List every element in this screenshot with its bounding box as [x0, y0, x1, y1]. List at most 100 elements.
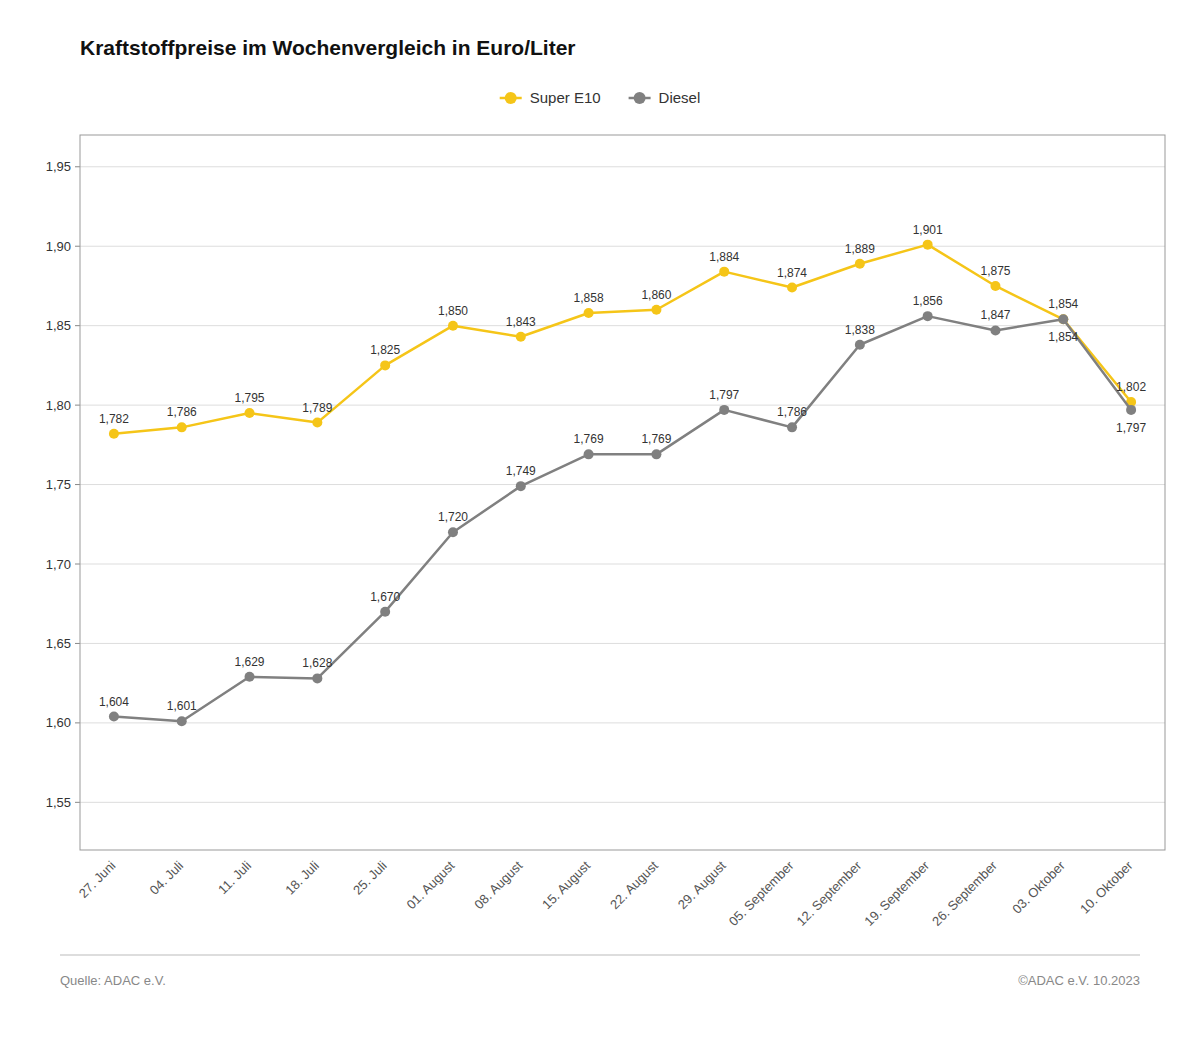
- data-point: [1126, 405, 1136, 415]
- data-point: [584, 308, 594, 318]
- data-label: 1,797: [709, 388, 739, 402]
- plot-area: [109, 240, 1136, 727]
- x-tick-label: 22. August: [607, 858, 661, 912]
- grid-line: [80, 246, 1165, 247]
- legend-label: Diesel: [659, 89, 701, 106]
- data-point: [380, 360, 390, 370]
- title: Kraftstoffpreise im Wochenvergleich in E…: [80, 36, 576, 59]
- y-tick-label: 1,95: [46, 159, 71, 174]
- series-line: [114, 316, 1131, 721]
- data-label: 1,860: [641, 288, 671, 302]
- data-label: 1,884: [709, 250, 739, 264]
- y-tick-label: 1,75: [46, 477, 71, 492]
- footer-rule: [60, 954, 1140, 955]
- data-label: 1,720: [438, 510, 468, 524]
- data-point: [177, 422, 187, 432]
- grid-line: [80, 643, 1165, 644]
- background: [0, 0, 1200, 1053]
- x-tick-label: 29. August: [675, 858, 729, 912]
- data-label: 1,843: [506, 315, 536, 329]
- legend-label: Super E10: [530, 89, 601, 106]
- x-tick-label: 27. Juni: [76, 858, 119, 901]
- data-point: [245, 672, 255, 682]
- y-tick: [75, 246, 80, 247]
- y-tick-label: 1,70: [46, 557, 71, 572]
- y-tick: [75, 484, 80, 485]
- data-point: [584, 449, 594, 459]
- data-point: [651, 449, 661, 459]
- data-point: [719, 405, 729, 415]
- data-point: [719, 267, 729, 277]
- footer-note: Quelle: ADAC e.V.: [60, 973, 166, 988]
- data-label: 1,850: [438, 304, 468, 318]
- x-tick-label: 04. Juli: [147, 858, 187, 898]
- legend-item: Super E10: [500, 89, 601, 106]
- x-tick-label: 19. September: [861, 857, 932, 928]
- y-tick: [75, 643, 80, 644]
- legend-item: Diesel: [629, 89, 701, 106]
- y-tick: [75, 722, 80, 723]
- data-point: [245, 408, 255, 418]
- data-point: [990, 325, 1000, 335]
- y-tick: [75, 802, 80, 803]
- x-tick-label: 25. Juli: [350, 858, 390, 898]
- data-label: 1,825: [370, 343, 400, 357]
- y-tick-label: 1,55: [46, 795, 71, 810]
- data-label: 1,786: [777, 405, 807, 419]
- data-point: [448, 321, 458, 331]
- grid-line: [80, 484, 1165, 485]
- legend-swatch: [634, 92, 646, 104]
- data-point: [109, 429, 119, 439]
- legend-swatch: [505, 92, 517, 104]
- data-label: 1,789: [302, 401, 332, 415]
- data-label: 1,802: [1116, 380, 1146, 394]
- data-label: 1,769: [574, 432, 604, 446]
- y-tick-label: 1,90: [46, 239, 71, 254]
- data-point: [1058, 314, 1068, 324]
- data-label: 1,782: [99, 412, 129, 426]
- data-point: [1058, 314, 1068, 324]
- data-point: [448, 527, 458, 537]
- y-tick-label: 1,85: [46, 318, 71, 333]
- x-tick-label: 11. Juli: [215, 858, 254, 897]
- plot-frame: [80, 135, 1165, 850]
- data-point: [380, 607, 390, 617]
- x-tick-label: 08. August: [471, 858, 525, 912]
- data-label: 1,629: [235, 655, 265, 669]
- data-label: 1,786: [167, 405, 197, 419]
- data-label: 1,901: [913, 223, 943, 237]
- data-label: 1,875: [980, 264, 1010, 278]
- grid-line: [80, 802, 1165, 803]
- data-point: [787, 422, 797, 432]
- data-label: 1,858: [574, 291, 604, 305]
- data-point: [651, 305, 661, 315]
- data-point: [990, 281, 1000, 291]
- x-tick-label: 26. September: [929, 857, 1000, 928]
- data-label: 1,838: [845, 323, 875, 337]
- data-point: [109, 712, 119, 722]
- data-label: 1,854: [1048, 330, 1078, 344]
- grid-line: [80, 722, 1165, 723]
- x-tick-label: 12. September: [793, 857, 864, 928]
- data-label: 1,769: [641, 432, 671, 446]
- grid-line: [80, 166, 1165, 167]
- data-label: 1,795: [235, 391, 265, 405]
- data-point: [923, 240, 933, 250]
- data-point: [516, 332, 526, 342]
- data-label: 1,670: [370, 590, 400, 604]
- data-label: 1,604: [99, 695, 129, 709]
- series-line: [114, 245, 1131, 434]
- x-tick-label: 01. August: [403, 858, 457, 912]
- data-point: [516, 481, 526, 491]
- data-point: [177, 716, 187, 726]
- data-label: 1,601: [167, 699, 197, 713]
- data-point: [312, 673, 322, 683]
- chart: Kraftstoffpreise im Wochenvergleich in E…: [0, 0, 1200, 1053]
- x-tick-label: 18. Juli: [282, 858, 322, 898]
- data-label: 1,628: [302, 656, 332, 670]
- y-tick: [75, 405, 80, 406]
- x-tick-label: 05. September: [726, 857, 797, 928]
- data-point: [855, 259, 865, 269]
- x-tick-label: 15. August: [539, 858, 593, 912]
- data-point: [312, 418, 322, 428]
